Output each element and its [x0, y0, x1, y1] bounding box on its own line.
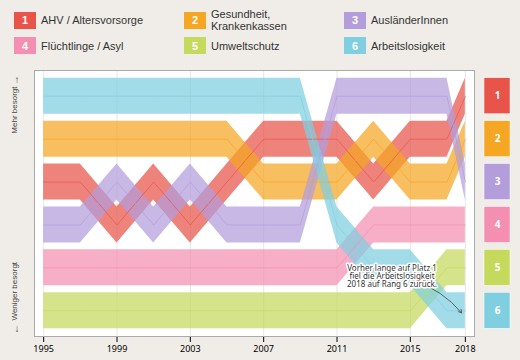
html-text:6: 6	[351, 39, 359, 52]
html-text:Arbeitslosigkeit: Arbeitslosigkeit	[371, 39, 445, 52]
svg-text:2003: 2003	[180, 342, 201, 355]
svg-text:6: 6	[495, 303, 501, 317]
svg-text:1995: 1995	[33, 342, 54, 355]
svg-text:5: 5	[495, 260, 501, 274]
svg-text:2018: 2018	[455, 342, 476, 355]
svg-text:1999: 1999	[107, 342, 128, 355]
svg-text:3: 3	[495, 174, 501, 188]
html-text:2: 2	[191, 14, 199, 26]
svg-text:4: 4	[495, 217, 501, 231]
svg-text:2011: 2011	[327, 342, 348, 355]
html-text:4: 4	[21, 39, 29, 52]
svg-text:2: 2	[495, 131, 501, 145]
html-text:AHV / Altersvorsorge: AHV / Altersvorsorge	[41, 14, 144, 26]
html-text:AusländerInnen: AusländerInnen	[371, 14, 449, 26]
svg-text:Weniger besorgt: Weniger besorgt	[10, 261, 19, 320]
svg-text:↑: ↑	[15, 74, 20, 85]
html-text:Umweltschutz: Umweltschutz	[211, 39, 280, 52]
svg-text:2015: 2015	[400, 342, 421, 355]
html-text:1: 1	[21, 14, 29, 26]
svg-text:Vorher lange auf Platz 1fiel d: Vorher lange auf Platz 1fiel die Arbeits…	[347, 262, 437, 289]
svg-text:↓: ↓	[15, 323, 20, 334]
html-text:Flüchtlinge / Asyl: Flüchtlinge / Asyl	[41, 39, 124, 52]
html-text:5: 5	[191, 39, 199, 52]
svg-text:2007: 2007	[253, 342, 274, 355]
svg-text:Mehr besorgt: Mehr besorgt	[10, 86, 19, 134]
svg-text:1: 1	[495, 88, 501, 102]
html-text:3: 3	[351, 14, 359, 26]
html-text:Gesundheit, Krankenkassen: Gesundheit, Krankenkassen	[211, 8, 287, 32]
